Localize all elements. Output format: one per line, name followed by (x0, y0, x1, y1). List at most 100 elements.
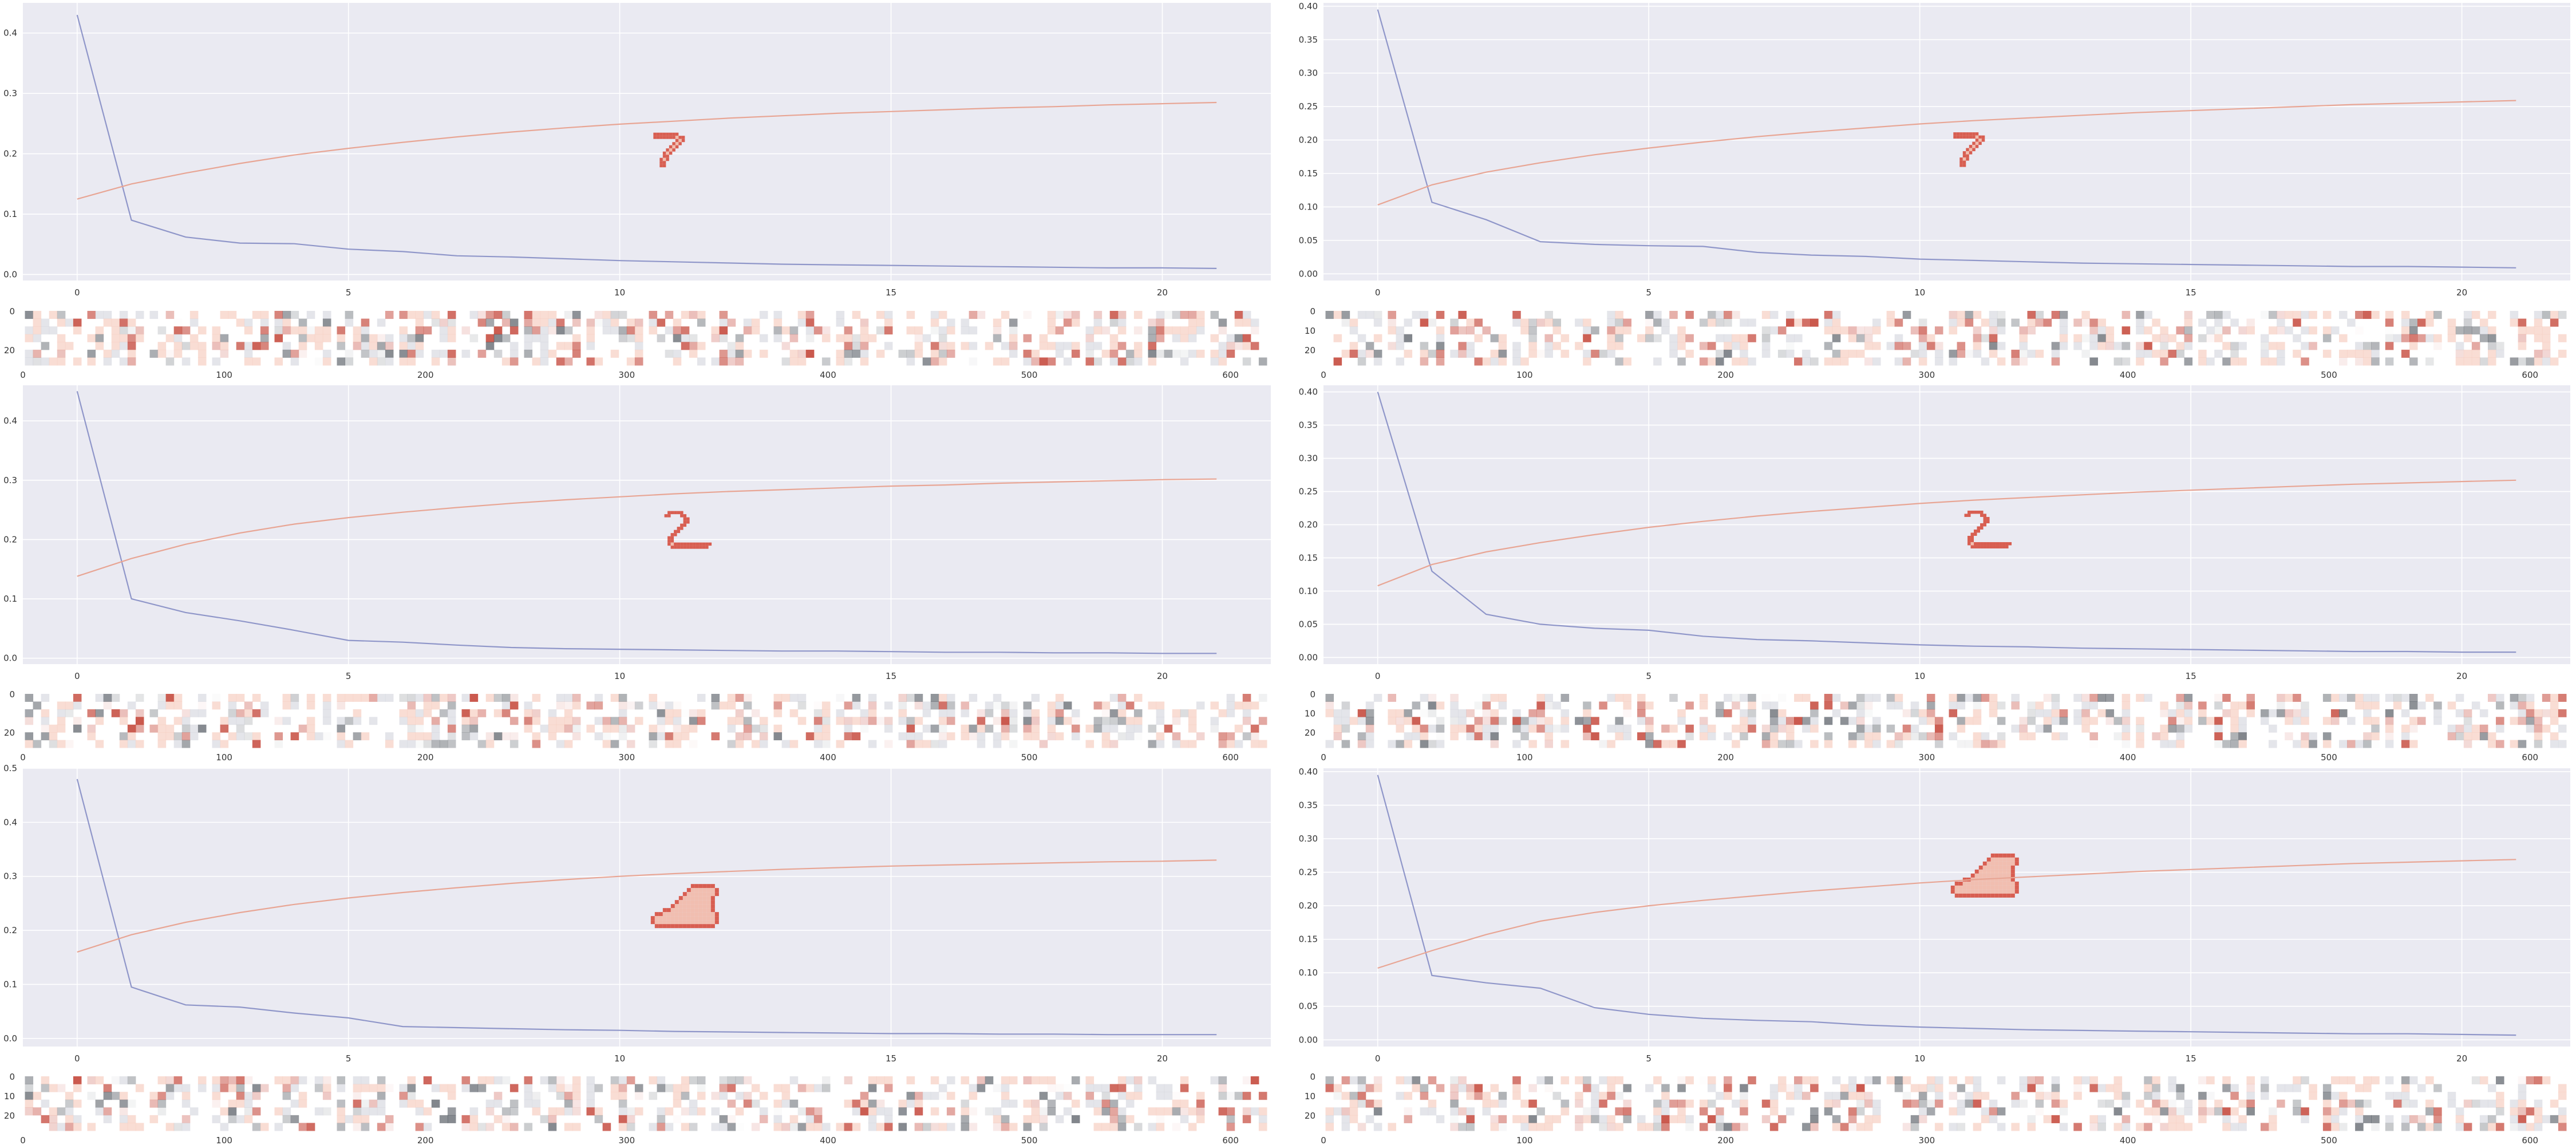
filter-cell (689, 740, 698, 748)
filter-thumbnail (2385, 1076, 2442, 1131)
filter-cell (2222, 311, 2231, 319)
filter-thumbnail (1512, 1076, 1570, 1131)
inset-pixel (682, 912, 687, 917)
filter-cell (2214, 349, 2223, 358)
filter-cell (556, 318, 565, 327)
filter-cell (1607, 1123, 1615, 1131)
inset-pixel (698, 908, 703, 913)
strip-y-tick-label: 0 (9, 306, 15, 317)
filter-cell (1740, 318, 1748, 327)
filter-cell (1973, 1092, 1982, 1100)
filter-cell (1661, 1115, 1670, 1123)
filter-cell (2246, 1099, 2255, 1108)
filter-cell (361, 318, 370, 327)
filter-cell (306, 1123, 315, 1131)
filter-cell (181, 740, 191, 748)
filter-cell (485, 694, 495, 702)
filter-cell (2035, 701, 2044, 710)
filter-cell (2113, 342, 2123, 350)
filter-cell (2136, 342, 2144, 350)
filter-cell (977, 1076, 986, 1085)
filter-cell (236, 1092, 245, 1100)
inset-pixel (686, 546, 690, 549)
filter-cell (1894, 357, 1903, 366)
filter-cell (1848, 1084, 1857, 1092)
filter-cell (461, 717, 471, 725)
filter-cell (1699, 1099, 1708, 1108)
filter-cell (1848, 1123, 1857, 1131)
filter-cell (1420, 318, 1429, 327)
filter-cell (884, 311, 893, 319)
filter-cell (485, 318, 495, 327)
filter-cell (673, 717, 682, 725)
filter-cell (860, 326, 869, 335)
filter-cell (985, 709, 994, 717)
filter-cell (1894, 732, 1903, 741)
filter-cell (1047, 709, 1056, 717)
filter-thumbnail (961, 311, 1018, 366)
filter-cell (87, 1076, 96, 1085)
filter-cell (415, 318, 424, 327)
x-tick-label: 5 (1646, 287, 1652, 298)
filter-cell (2455, 1123, 2464, 1131)
filter-cell (298, 724, 307, 733)
filter-cell (1474, 326, 1483, 334)
filter-cell (1989, 318, 1998, 327)
filter-cell (1785, 1084, 1795, 1092)
inset-pixel (706, 912, 711, 917)
filter-cell (447, 694, 456, 702)
filter-cell (149, 1099, 159, 1108)
filter-cell (415, 1107, 424, 1116)
filter-thumbnail (212, 1076, 269, 1131)
filter-cell (2409, 740, 2418, 748)
filter-cell (1474, 318, 1483, 327)
inset-pixel (690, 888, 695, 893)
filter-cell (2471, 326, 2480, 335)
filter-cell (781, 326, 791, 335)
filter-cell (165, 311, 175, 319)
filter-cell (314, 342, 323, 350)
filter-cell (1957, 1084, 1966, 1092)
inset-pixel (706, 892, 711, 897)
filter-thumbnail (1886, 694, 1943, 748)
inset-pixel (694, 900, 699, 905)
filter-cell (1333, 334, 1342, 342)
filter-cell (2206, 1092, 2215, 1100)
inset-pixel (1999, 542, 2002, 546)
filter-thumbnail (2011, 694, 2068, 741)
filter-cell (2184, 334, 2193, 342)
filter-cell (1707, 318, 1716, 327)
filter-cell (385, 311, 394, 319)
filter-cell (930, 1107, 939, 1116)
filter-cell (2238, 357, 2247, 366)
filter-cell (1615, 732, 1623, 741)
filter-cell (727, 724, 736, 733)
strip-x-tick-label: 500 (2321, 370, 2337, 380)
filter-cell (485, 740, 495, 748)
filter-cell (260, 311, 269, 319)
filter-cell (439, 1084, 448, 1092)
filter-cell (969, 342, 978, 350)
filter-cell (2105, 1084, 2115, 1092)
filter-cell (532, 1107, 541, 1116)
filter-cell (509, 717, 519, 725)
filter-cell (95, 740, 104, 748)
filter-cell (1085, 1076, 1095, 1085)
filter-cell (1474, 1084, 1483, 1092)
filter-thumbnail (1148, 311, 1205, 366)
filter-cell (1528, 1123, 1537, 1131)
inset-pixel (662, 132, 666, 136)
filter-cell (1428, 740, 1437, 748)
filter-cell (377, 1099, 386, 1108)
filter-cell (1934, 342, 1943, 350)
filter-cell (369, 342, 378, 350)
filter-cell (2409, 1099, 2418, 1108)
filter-cell (524, 717, 533, 725)
x-tick-label: 20 (2456, 1053, 2467, 1064)
filter-cell (1607, 318, 1615, 327)
filter-cell (1180, 349, 1189, 358)
inset-pixel (706, 896, 711, 901)
filter-cell (1677, 334, 1686, 342)
filter-cell (1653, 334, 1662, 342)
filter-cell (2526, 709, 2535, 717)
